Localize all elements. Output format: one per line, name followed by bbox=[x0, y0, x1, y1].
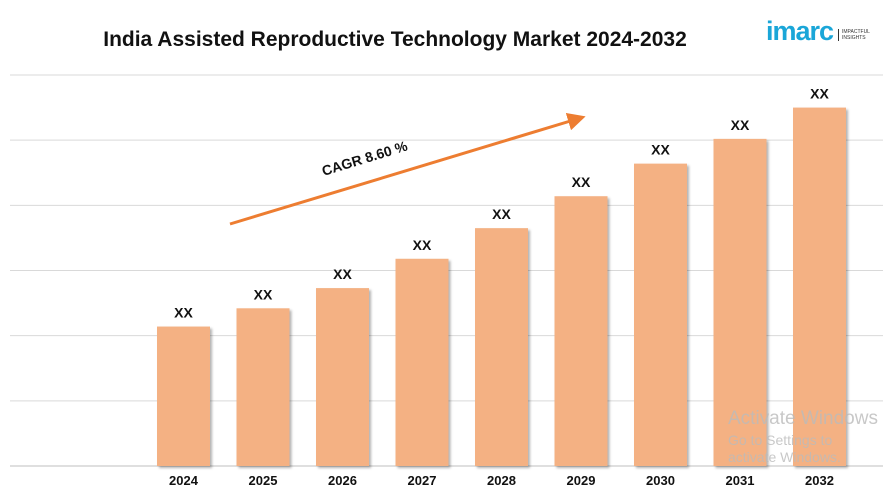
x-tick-label-2030: 2030 bbox=[646, 473, 675, 488]
data-label-2025: XX bbox=[254, 286, 273, 302]
data-label-2024: XX bbox=[174, 305, 193, 321]
imarc-logo: imarc IMPACTFUL INSIGHTS bbox=[766, 16, 876, 56]
data-label-2026: XX bbox=[333, 266, 352, 282]
bar-2032 bbox=[793, 107, 846, 466]
x-tick-label-2029: 2029 bbox=[567, 473, 596, 488]
data-label-2032: XX bbox=[810, 86, 829, 102]
bar-2028 bbox=[475, 228, 528, 466]
data-label-2029: XX bbox=[572, 174, 591, 190]
bar-2029 bbox=[554, 196, 608, 466]
logo-tagline: IMPACTFUL INSIGHTS bbox=[838, 29, 872, 41]
data-label-2030: XX bbox=[651, 142, 670, 158]
x-tick-label-2025: 2025 bbox=[249, 473, 278, 488]
cagr-arrow bbox=[229, 112, 586, 226]
bar-2025 bbox=[236, 308, 290, 466]
bar-2026 bbox=[316, 288, 369, 466]
x-tick-label-2032: 2032 bbox=[805, 473, 834, 488]
bar-2024 bbox=[157, 326, 210, 466]
logo-brand: imarc bbox=[766, 16, 834, 46]
bar-2030 bbox=[634, 163, 687, 467]
x-tick-label-2026: 2026 bbox=[328, 473, 357, 488]
chart-title: India Assisted Reproductive Technology M… bbox=[103, 28, 687, 51]
data-label-2031: XX bbox=[731, 117, 750, 133]
data-label-2027: XX bbox=[413, 237, 432, 253]
x-tick-label-2024: 2024 bbox=[169, 473, 199, 488]
watermark-line1: Activate Windows bbox=[728, 408, 878, 429]
bar-2031 bbox=[713, 138, 767, 466]
watermark-line2: Go to Settings to activate Windows. bbox=[728, 432, 841, 465]
data-label-2028: XX bbox=[492, 206, 511, 222]
x-tick-label-2031: 2031 bbox=[726, 473, 755, 488]
x-tick-label-2027: 2027 bbox=[408, 473, 437, 488]
x-tick-label-2028: 2028 bbox=[487, 473, 516, 488]
bar-2027 bbox=[395, 258, 449, 466]
